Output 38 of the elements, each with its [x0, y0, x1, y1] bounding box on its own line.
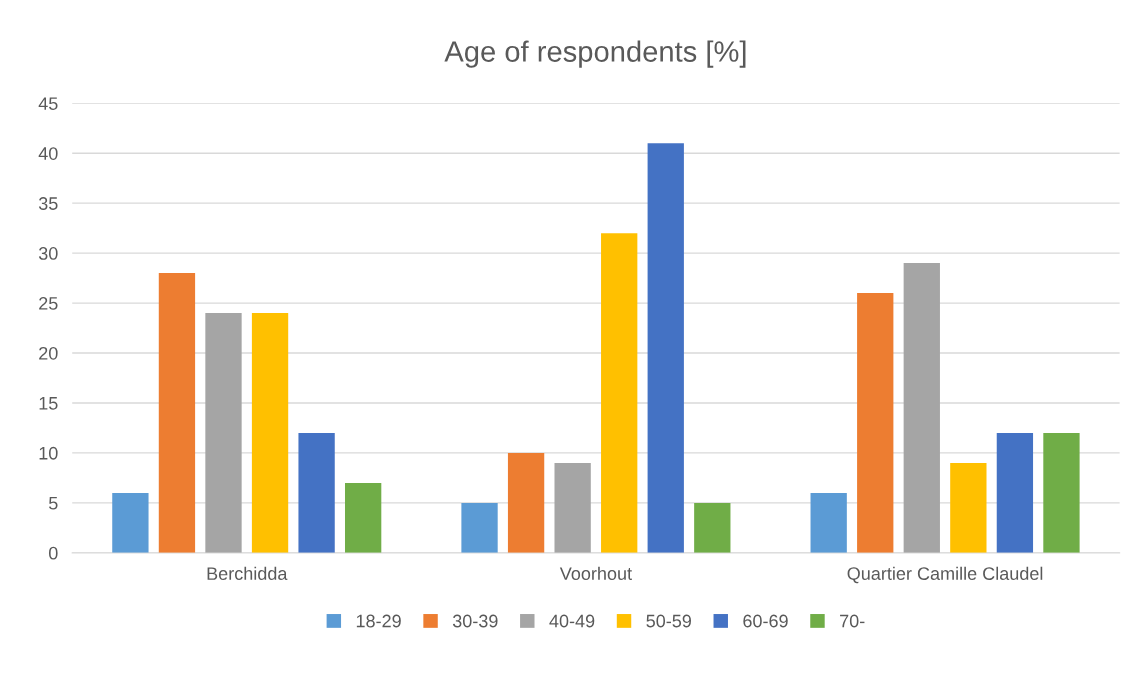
bar [205, 313, 242, 553]
legend-label: 30-39 [452, 614, 498, 628]
y-tick-label: 20 [39, 346, 58, 360]
bar [694, 502, 731, 553]
y-tick-label: 5 [48, 497, 58, 510]
legend-label: 60-69 [743, 614, 788, 628]
y-tick-label: 30 [38, 247, 58, 260]
chart-title: Age of respondents [%] [444, 40, 746, 68]
bar [647, 143, 684, 553]
bar [996, 432, 1034, 553]
legend-label: 40-49 [549, 614, 595, 628]
legend-label: 70- [840, 614, 865, 628]
y-tick-label: 15 [39, 397, 58, 410]
bar [461, 502, 498, 553]
y-tick-label: 0 [48, 546, 58, 560]
bar [601, 233, 638, 553]
bar [251, 313, 289, 553]
x-tick-label: Berchidda [207, 566, 288, 580]
bar [158, 273, 196, 553]
y-tick-label: 40 [38, 147, 58, 160]
bar [857, 293, 894, 553]
legend-label: 18-29 [356, 614, 401, 628]
x-tick-label: Voorhout [559, 566, 632, 580]
y-tick-label: 45 [38, 97, 58, 110]
y-tick-label: 10 [39, 446, 58, 460]
legend-label: 50-59 [646, 614, 692, 628]
bar [554, 462, 591, 553]
bar [345, 482, 382, 553]
bar [112, 492, 149, 553]
bar [1043, 432, 1080, 553]
bar [903, 263, 940, 553]
bar [810, 492, 847, 553]
x-tick-label: Quartier Camille Claudel [847, 566, 1043, 584]
y-tick-label: 35 [38, 197, 58, 210]
bar [950, 462, 987, 553]
y-tick-label: 25 [39, 297, 58, 310]
bar [507, 452, 545, 553]
bar [298, 432, 335, 553]
